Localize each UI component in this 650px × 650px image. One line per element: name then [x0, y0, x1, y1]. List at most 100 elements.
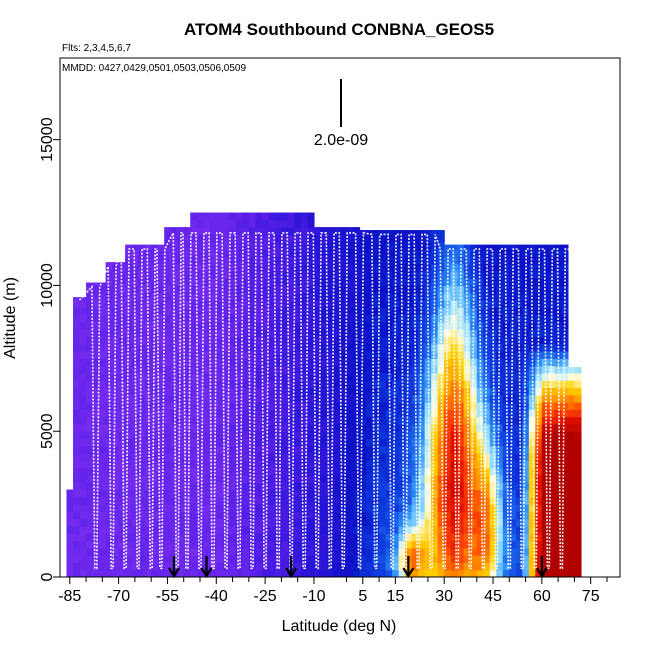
curtain-cell: [418, 511, 426, 520]
curtain-cell: [574, 460, 582, 469]
curtain-cell: [359, 445, 367, 454]
curtain-cell: [561, 409, 569, 418]
curtain-cell: [470, 511, 478, 520]
curtain-cell: [333, 394, 341, 403]
curtain-cell: [418, 482, 426, 491]
curtain-cell: [229, 372, 237, 381]
curtain-cell: [268, 329, 276, 338]
curtain-cell: [79, 297, 87, 301]
curtain-cell: [561, 270, 569, 279]
curtain-cell: [450, 482, 458, 491]
curtain-cell: [92, 314, 100, 323]
curtain-cell: [144, 438, 152, 447]
curtain-cell: [131, 438, 139, 447]
curtain-cell: [203, 241, 211, 250]
curtain-cell: [294, 496, 302, 505]
curtain-cell: [424, 467, 432, 476]
curtain-cell: [411, 482, 419, 491]
curtain-cell: [398, 540, 406, 549]
curtain-cell: [522, 525, 530, 534]
curtain-cell: [164, 438, 172, 447]
curtain-cell: [79, 525, 87, 534]
curtain-cell: [502, 387, 510, 396]
curtain-cell: [489, 256, 497, 265]
curtain-cell: [151, 504, 159, 512]
curtain-cell: [476, 372, 484, 381]
curtain-cell: [73, 504, 81, 512]
curtain-cell: [229, 496, 237, 505]
curtain-cell: [203, 285, 211, 294]
curtain-cell: [248, 467, 256, 476]
curtain-cell: [431, 445, 439, 454]
curtain-cell: [144, 292, 152, 301]
curtain-cell: [138, 547, 146, 556]
curtain-cell: [326, 358, 335, 367]
curtain-cell: [151, 423, 159, 432]
curtain-cell: [431, 402, 439, 410]
curtain-cell: [548, 504, 556, 512]
curtain-cell: [398, 292, 406, 301]
curtain-cell: [379, 540, 387, 549]
curtain-cell: [515, 336, 523, 345]
curtain-cell: [300, 540, 309, 549]
curtain-cell: [463, 445, 471, 454]
flights-label: Flts: 2,3,4,5,6,7: [62, 43, 131, 54]
x-tick-label: 45: [484, 588, 502, 605]
curtain-cell: [281, 219, 289, 228]
curtain-cell: [307, 321, 315, 330]
curtain-cell: [418, 431, 426, 440]
curtain-cell: [86, 438, 94, 447]
curtain-cell: [554, 256, 562, 265]
curtain-cell: [190, 292, 198, 301]
curtain-cell: [209, 416, 217, 425]
curtain-cell: [255, 547, 263, 556]
curtain-cell: [125, 351, 133, 359]
curtain-cell: [548, 336, 556, 345]
curtain-cell: [346, 511, 354, 520]
curtain-cell: [379, 300, 387, 308]
curtain-cell: [411, 285, 419, 294]
curtain-cell: [261, 263, 269, 272]
curtain-cell: [79, 416, 87, 425]
curtain-cell: [515, 409, 523, 418]
curtain-cell: [366, 555, 374, 564]
curtain-cell: [528, 474, 536, 483]
curtain-cell: [125, 511, 133, 520]
curtain-cell: [261, 351, 269, 359]
curtain-cell: [307, 402, 315, 410]
curtain-cell: [431, 511, 439, 520]
curtain-cell: [548, 387, 556, 396]
curtain-cell: [567, 438, 576, 447]
curtain-cell: [313, 285, 322, 294]
curtain-cell: [170, 533, 178, 542]
curtain-cell: [567, 367, 576, 374]
curtain-cell: [183, 285, 191, 294]
curtain-cell: [340, 241, 348, 250]
curtain-cell: [515, 518, 523, 527]
curtain-cell: [99, 402, 107, 410]
curtain-cell: [216, 387, 224, 396]
curtain-cell: [300, 212, 309, 221]
curtain-cell: [333, 460, 341, 469]
curtain-cell: [92, 285, 100, 294]
curtain-cell: [535, 482, 543, 491]
curtain-cell: [229, 511, 237, 520]
curtain-cell: [164, 227, 172, 235]
curtain-cell: [359, 496, 367, 505]
curtain-cell: [307, 569, 315, 577]
curtain-cell: [222, 285, 230, 294]
curtain-cell: [489, 489, 497, 498]
curtain-cell: [463, 511, 471, 520]
curtain-cell: [515, 256, 523, 265]
curtain-cell: [255, 248, 263, 257]
curtain-cell: [99, 474, 107, 483]
curtain-cell: [437, 248, 445, 257]
curtain-cell: [157, 416, 165, 425]
curtain-cell: [392, 540, 400, 549]
curtain-cell: [483, 438, 491, 447]
curtain-cell: [203, 438, 211, 447]
curtain-cell: [320, 467, 328, 476]
curtain-cell: [151, 562, 159, 571]
curtain-cell: [248, 445, 256, 454]
curtain-cell: [300, 358, 309, 367]
